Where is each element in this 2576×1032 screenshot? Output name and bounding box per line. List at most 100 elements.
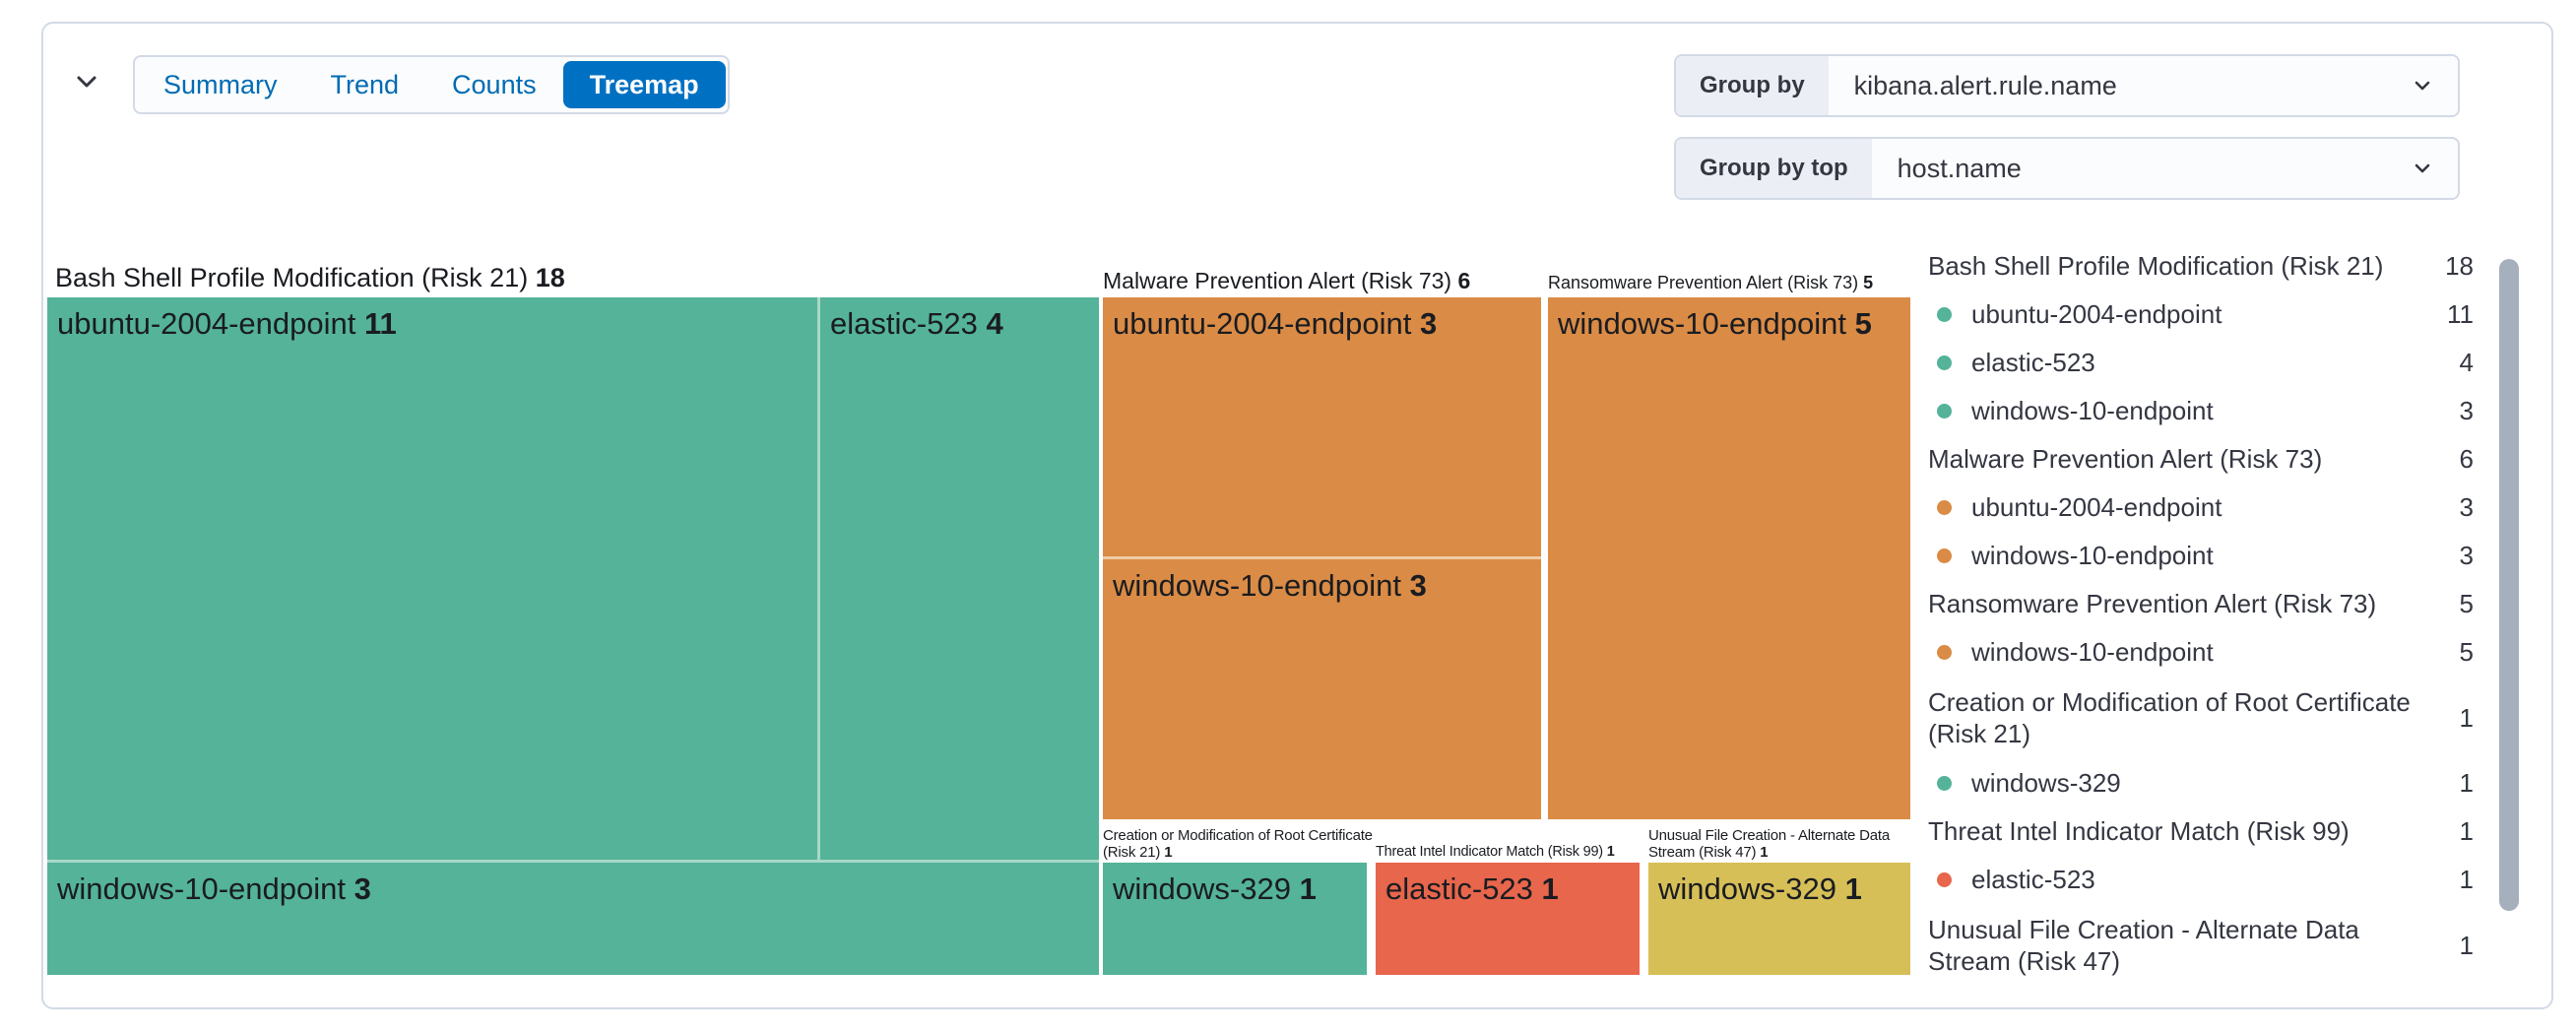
group-title-text: Ransomware Prevention Alert (Risk 73) (1548, 273, 1859, 293)
cell-host-name: ubuntu-2004-endpoint (57, 306, 356, 341)
legend-item-rule[interactable]: Threat Intel Indicator Match (Risk 99) 1 (1928, 807, 2474, 856)
legend-label: ubuntu-2004-endpoint (1971, 492, 2222, 523)
cell-value: 4 (986, 306, 1003, 341)
group-title-text: Bash Shell Profile Modification (Risk 21… (55, 263, 529, 293)
legend-label: windows-329 (1971, 768, 2121, 799)
treemap-group-title: Ransomware Prevention Alert (Risk 73) 5 (1548, 273, 1873, 293)
chevron-down-icon (70, 65, 103, 101)
legend-color-dot (1937, 355, 1952, 370)
legend-item-host[interactable]: windows-329 1 (1928, 759, 2474, 807)
legend-value: 3 (2459, 492, 2474, 522)
legend-item-host[interactable]: ubuntu-2004-endpoint 3 (1928, 484, 2474, 532)
tab-treemap[interactable]: Treemap (562, 61, 726, 108)
legend-value: 1 (2459, 816, 2474, 846)
cell-value: 3 (1409, 568, 1427, 603)
treemap-group-malware-prevention: ubuntu-2004-endpoint 3 windows-10-endpoi… (1103, 297, 1541, 819)
legend-value: 3 (2459, 396, 2474, 425)
treemap-cell-ubuntu-2004-endpoint[interactable]: ubuntu-2004-endpoint 3 (1103, 297, 1541, 556)
view-mode-button-group: Summary Trend Counts Treemap (133, 55, 730, 114)
cell-value: 5 (1854, 306, 1872, 341)
legend-item-host[interactable]: windows-10-endpoint 3 (1928, 532, 2474, 580)
cell-value: 11 (364, 306, 397, 341)
legend-value: 6 (2459, 444, 2474, 474)
treemap-cell-ubuntu-2004-endpoint[interactable]: ubuntu-2004-endpoint 11 (47, 297, 817, 860)
cell-value: 1 (1299, 871, 1317, 906)
legend-label: windows-10-endpoint (1971, 396, 2214, 426)
legend-item-rule[interactable]: Bash Shell Profile Modification (Risk 21… (1928, 242, 2474, 290)
treemap-group-threat-intel: elastic-523 1 (1376, 863, 1640, 975)
legend-label: elastic-523 (1971, 865, 2095, 895)
group-by-top-value: host.name (1897, 153, 2022, 183)
cell-host-name: windows-329 (1113, 871, 1291, 906)
group-count: 5 (1863, 273, 1874, 293)
cell-host-name: elastic-523 (1385, 871, 1533, 906)
legend-item-host[interactable]: elastic-523 1 (1928, 856, 2474, 904)
legend-color-dot (1937, 307, 1952, 322)
legend-label: Malware Prevention Alert (Risk 73) (1928, 444, 2323, 475)
tab-summary[interactable]: Summary (137, 61, 304, 108)
legend-item-rule[interactable]: Malware Prevention Alert (Risk 73) 6 (1928, 435, 2474, 484)
chevron-down-icon (2409, 56, 2458, 115)
treemap-cell-windows-10-endpoint[interactable]: windows-10-endpoint 5 (1548, 297, 1910, 819)
legend-item-rule[interactable]: Ransomware Prevention Alert (Risk 73) 5 (1928, 580, 2474, 628)
treemap-group-ransomware-prevention: windows-10-endpoint 5 (1548, 297, 1910, 819)
legend-value: 4 (2459, 348, 2474, 377)
cell-value: 3 (1420, 306, 1438, 341)
legend-value: 1 (2459, 930, 2474, 960)
legend-scrollbar[interactable] (2499, 259, 2519, 911)
legend-item-host[interactable]: elastic-523 4 (1928, 339, 2474, 387)
legend-value: 1 (2459, 865, 2474, 894)
group-by-label: Group by (1676, 56, 1829, 115)
treemap-cell-elastic-523[interactable]: elastic-523 1 (1376, 863, 1640, 975)
group-title-text: Unusual File Creation - Alternate Data S… (1648, 826, 1891, 861)
legend-value: 1 (2459, 702, 2474, 733)
legend-label: elastic-523 (1971, 348, 2095, 378)
legend-value: 18 (2445, 251, 2474, 281)
treemap-group-title: Bash Shell Profile Modification (Risk 21… (55, 263, 565, 293)
legend-item-rule[interactable]: Unusual File Creation - Alternate Data S… (1928, 904, 2474, 987)
treemap-group-title: Malware Prevention Alert (Risk 73) 6 (1103, 268, 1470, 293)
group-count: 6 (1457, 267, 1471, 293)
treemap-group-title: Creation or Modification of Root Certifi… (1103, 827, 1377, 861)
group-title-text: Creation or Modification of Root Certifi… (1103, 826, 1373, 861)
cell-host-name: ubuntu-2004-endpoint (1113, 306, 1412, 341)
legend-label: Threat Intel Indicator Match (Risk 99) (1928, 816, 2350, 847)
legend-item-host[interactable]: windows-10-endpoint 3 (1928, 387, 2474, 435)
treemap-cell-windows-10-endpoint[interactable]: windows-10-endpoint 3 (1103, 559, 1541, 819)
legend-label: windows-10-endpoint (1971, 541, 2214, 571)
group-count: 1 (1164, 843, 1173, 861)
group-count: 1 (1760, 843, 1769, 861)
cell-host-name: elastic-523 (830, 306, 978, 341)
cell-host-name: windows-10-endpoint (1558, 306, 1846, 341)
legend-value: 1 (2459, 768, 2474, 798)
treemap-group-title: Unusual File Creation - Alternate Data S… (1648, 827, 1914, 861)
group-by-select[interactable]: Group by kibana.alert.rule.name (1674, 54, 2460, 117)
legend-item-host[interactable]: windows-10-endpoint 5 (1928, 628, 2474, 677)
legend-color-dot (1937, 872, 1952, 887)
collapse-panel-button[interactable] (63, 59, 110, 106)
legend-color-dot (1937, 548, 1952, 563)
legend-color-dot (1937, 500, 1952, 515)
group-title-text: Threat Intel Indicator Match (Risk 99) (1376, 844, 1603, 861)
cell-host-name: windows-10-endpoint (1113, 568, 1401, 603)
legend-label: Ransomware Prevention Alert (Risk 73) (1928, 589, 2377, 619)
cell-host-name: windows-329 (1658, 871, 1836, 906)
tab-trend[interactable]: Trend (304, 61, 426, 108)
treemap-cell-elastic-523[interactable]: elastic-523 4 (820, 297, 1099, 860)
treemap-group-unusual-file-creation: windows-329 1 (1648, 863, 1910, 975)
legend-value: 11 (2447, 299, 2474, 329)
group-by-top-select[interactable]: Group by top host.name (1674, 137, 2460, 200)
treemap-cell-windows-329[interactable]: windows-329 1 (1103, 863, 1367, 975)
treemap-cell-windows-10-endpoint[interactable]: windows-10-endpoint 3 (47, 863, 1099, 975)
cell-value: 1 (1844, 871, 1862, 906)
cell-value: 1 (1541, 871, 1559, 906)
legend-item-host[interactable]: ubuntu-2004-endpoint 11 (1928, 290, 2474, 339)
treemap-group-root-certificate: windows-329 1 (1103, 863, 1367, 975)
legend-item-rule[interactable]: Creation or Modification of Root Certifi… (1928, 677, 2474, 759)
tab-counts[interactable]: Counts (425, 61, 563, 108)
treemap-cell-windows-329[interactable]: windows-329 1 (1648, 863, 1910, 975)
legend-color-dot (1937, 776, 1952, 791)
legend-value: 3 (2459, 541, 2474, 570)
treemap-group-title: Threat Intel Indicator Match (Risk 99) 1 (1376, 844, 1615, 861)
